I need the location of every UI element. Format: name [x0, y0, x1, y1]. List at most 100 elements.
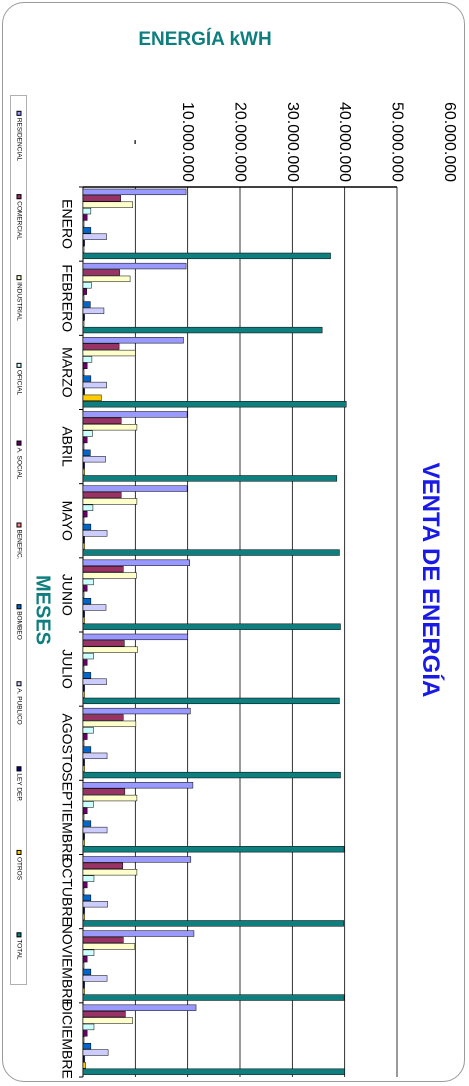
bar-a-publico — [82, 233, 107, 240]
bar-total — [82, 1068, 345, 1075]
bar-comercial — [82, 491, 122, 499]
bar-bombeo — [82, 227, 92, 234]
bar-total — [82, 697, 340, 705]
bar-ley-dep — [82, 981, 85, 988]
legend: RESIDENCIAL COMERCIAL INDUSTRIAL OFICIAL A. … — [10, 95, 27, 985]
category-label: ABRIL — [59, 426, 75, 467]
category-label: OCTUBRE — [59, 857, 75, 925]
bar-residencial — [82, 485, 188, 492]
bar-otros — [82, 691, 85, 698]
bar-benefic — [82, 814, 85, 821]
bar-comercial — [82, 343, 120, 350]
category-label: JULIO — [59, 649, 75, 689]
bar-a-publico — [82, 307, 105, 315]
bar-otros — [82, 543, 85, 550]
value-tick-label: 50.000.000 — [388, 102, 405, 182]
bar-bombeo — [82, 1042, 92, 1050]
bar-bombeo — [82, 894, 92, 901]
bar-bombeo — [82, 820, 92, 827]
bar-total — [82, 549, 340, 556]
value-tick-label: 60.000.000 — [441, 102, 458, 182]
bar-oficial — [82, 875, 95, 882]
bar-comercial — [82, 417, 122, 424]
bar-ley-dep — [82, 536, 85, 543]
bar-ley-dep — [82, 833, 85, 840]
bar-comercial — [82, 714, 124, 721]
bar-a-social — [82, 585, 88, 592]
bar-residencial — [82, 930, 195, 937]
bar-industrial — [82, 201, 133, 208]
bar-total — [82, 771, 341, 779]
bar-residencial — [82, 337, 184, 344]
bar-a-publico — [82, 901, 108, 908]
bar-a-publico — [82, 975, 108, 982]
bar-residencial — [82, 262, 187, 270]
bar-benefic — [82, 1036, 85, 1043]
bar-industrial — [82, 498, 138, 505]
bar-residencial — [82, 411, 188, 418]
bar-a-publico — [82, 826, 108, 834]
bar-bombeo — [82, 672, 92, 679]
y-axis-title: ENERGÍA kWH — [138, 29, 272, 50]
bar-otros — [82, 988, 85, 995]
bar-a-social — [82, 1030, 88, 1037]
bar-benefic — [82, 591, 85, 598]
category-label: JUNIO — [59, 574, 75, 616]
bar-a-publico — [82, 530, 108, 537]
bar-bombeo — [82, 968, 92, 976]
bar-otros — [82, 246, 85, 253]
bar-oficial — [82, 801, 94, 808]
bar-industrial — [82, 943, 136, 950]
bar-a-social — [82, 956, 88, 963]
bar-a-publico — [82, 456, 106, 463]
bar-otros — [82, 468, 85, 476]
bar-residencial — [82, 1004, 197, 1011]
bar-industrial — [82, 572, 137, 579]
bar-otros — [82, 320, 85, 327]
bar-bombeo — [82, 449, 91, 456]
bar-industrial — [82, 646, 138, 653]
bar-benefic — [82, 369, 85, 376]
category-label: MARZO — [59, 347, 75, 398]
bar-oficial — [82, 504, 94, 511]
bar-benefic — [82, 962, 85, 969]
bar-ley-dep — [82, 610, 85, 618]
bar-ley-dep — [82, 314, 85, 321]
bar-a-social — [82, 362, 88, 369]
bar-industrial — [82, 424, 138, 431]
bar-ley-dep — [82, 1055, 85, 1063]
bar-ley-dep — [82, 759, 85, 766]
bar-residencial — [82, 782, 194, 789]
bar-a-social — [82, 511, 88, 518]
bar-otros — [82, 913, 85, 921]
bar-comercial — [82, 195, 121, 202]
category-label: AGOSTO — [59, 713, 75, 773]
bar-bombeo — [82, 301, 91, 308]
bar-total — [82, 994, 345, 1001]
bar-a-social — [82, 288, 87, 295]
bar-industrial — [82, 1017, 133, 1024]
bar-residencial — [82, 633, 188, 641]
bar-a-publico — [82, 604, 107, 611]
bar-a-social — [82, 807, 88, 814]
bar-comercial — [82, 269, 120, 276]
bar-residencial — [82, 559, 191, 566]
bar-total — [82, 846, 345, 853]
bar-residencial — [82, 188, 187, 196]
bar-oficial — [82, 430, 93, 437]
bar-a-social — [82, 436, 88, 444]
bar-oficial — [82, 207, 92, 215]
bar-otros — [82, 394, 102, 401]
bar-a-social — [82, 733, 88, 740]
bar-benefic — [82, 665, 85, 673]
bar-oficial — [82, 1023, 95, 1031]
bar-benefic — [82, 443, 85, 450]
bar-otros — [82, 617, 85, 624]
bar-benefic — [82, 220, 85, 228]
bar-ley-dep — [82, 907, 85, 914]
bar-bombeo — [82, 746, 92, 753]
category-label: NOVIEMBRE — [59, 924, 75, 1008]
bar-industrial — [82, 349, 136, 357]
